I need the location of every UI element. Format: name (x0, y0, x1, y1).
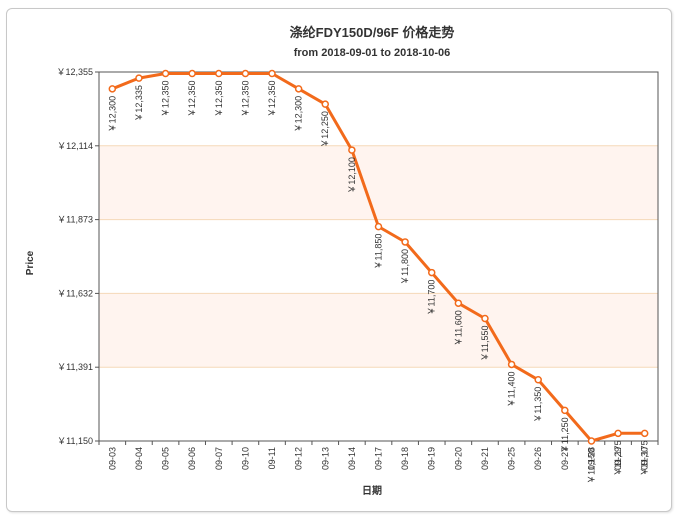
chart-subtitle: from 2018-09-01 to 2018-10-06 (294, 47, 451, 59)
x-tick-label: 09-27 (560, 447, 570, 470)
x-tick-label: 09-03 (107, 447, 117, 470)
data-point (640, 429, 649, 438)
data-point (507, 360, 516, 369)
data-point (587, 437, 596, 445)
data-point (561, 406, 569, 415)
data-point (374, 222, 383, 231)
data-label: ￥12,300 (294, 96, 304, 133)
data-point (188, 69, 196, 78)
data-point (215, 69, 223, 78)
x-tick-label: 09-17 (374, 447, 384, 470)
x-tick-label: 09-06 (187, 447, 197, 470)
y-tick-label: ￥12,114 (57, 141, 93, 151)
data-point (427, 268, 436, 277)
y-tick-label: ￥11,873 (57, 215, 93, 225)
x-tick-label: 09-07 (214, 447, 224, 470)
data-point (108, 85, 117, 93)
y-tick-label: ￥11,150 (57, 436, 93, 446)
data-point (294, 85, 303, 93)
data-point (534, 376, 542, 384)
data-point (348, 146, 356, 154)
chart-title: 涤纶FDY150D/96F 价格走势 (290, 25, 455, 40)
y-tick-label: ￥11,391 (57, 362, 93, 372)
data-label: ￥11,150 (586, 448, 596, 484)
plot-band (99, 145, 658, 220)
data-label: ￥11,550 (480, 326, 490, 362)
data-point (454, 299, 463, 307)
data-point (401, 238, 409, 246)
data-label: ￥11,800 (400, 249, 410, 285)
x-tick-label: 09-11 (267, 447, 277, 469)
x-tick-label: 09-29 (613, 447, 623, 470)
data-label: ￥12,300 (107, 96, 117, 133)
data-point (241, 69, 250, 78)
plot-bands (99, 145, 658, 368)
data-label: ￥12,350 (187, 81, 197, 118)
y-axis: ￥11,150 ￥11,391 ￥11,632 ￥11,873 ￥12,114 ￥12,3… (56, 67, 99, 446)
data-label: ￥12,350 (161, 81, 171, 118)
grid-lines (99, 145, 658, 368)
x-tick-label: 09-12 (294, 447, 304, 470)
x-tick-label: 09-14 (347, 447, 357, 470)
plot-band (99, 293, 658, 368)
data-label: ￥11,700 (427, 280, 437, 316)
x-tick-label: 09-30 (640, 447, 650, 470)
x-tick-label: 09-13 (320, 447, 330, 470)
data-label: ￥11,350 (533, 387, 543, 423)
x-tick-label: 09-20 (453, 447, 463, 470)
data-label: ￥12,100 (347, 157, 357, 194)
data-label: ￥12,335 (134, 85, 144, 122)
x-axis-title: 日期 (362, 484, 382, 497)
x-tick-label: 09-26 (533, 447, 543, 470)
data-point (268, 69, 276, 78)
data-label: ￥11,400 (507, 371, 517, 407)
x-tick-label: 09-21 (480, 447, 490, 470)
data-label: ￥12,350 (240, 81, 250, 118)
data-point (614, 429, 622, 438)
data-point (135, 74, 143, 82)
data-point (481, 314, 489, 323)
x-axis: 09-03 09-04 09-05 09-06 09-07 09-10 09-11 09-12… (98, 441, 659, 470)
x-tick-label: 09-10 (240, 447, 250, 470)
plot-area (98, 71, 659, 442)
data-label: ￥12,350 (267, 81, 277, 118)
data-label: ￥11,175 (640, 440, 650, 476)
data-point (321, 100, 330, 108)
y-tick-label: ￥12,355 (56, 67, 93, 77)
y-axis-title: Price (25, 250, 36, 275)
data-label: ￥11,600 (453, 310, 463, 346)
data-label: ￥12,350 (214, 81, 224, 118)
data-label: ￥11,250 (560, 417, 570, 453)
x-tick-label: 09-19 (427, 447, 437, 470)
x-tick-label: 09-04 (134, 447, 144, 470)
data-label: ￥11,175 (613, 440, 623, 476)
data-labels: ￥12,300 ￥12,335 ￥12,350 ￥12,350 ￥12,350 ￥12,3… (107, 81, 649, 484)
chart-frame (6, 8, 672, 512)
data-point (161, 69, 170, 78)
data-points (108, 69, 649, 445)
x-tick-label: 09-25 (507, 447, 517, 470)
x-tick-label: 09-18 (400, 447, 410, 470)
data-label: ￥12,250 (320, 111, 330, 148)
x-tick-label: 09-05 (161, 447, 171, 470)
data-label: ￥11,850 (374, 234, 384, 270)
y-tick-label: ￥11,632 (57, 288, 93, 298)
x-tick-label: 09-28 (586, 447, 596, 470)
